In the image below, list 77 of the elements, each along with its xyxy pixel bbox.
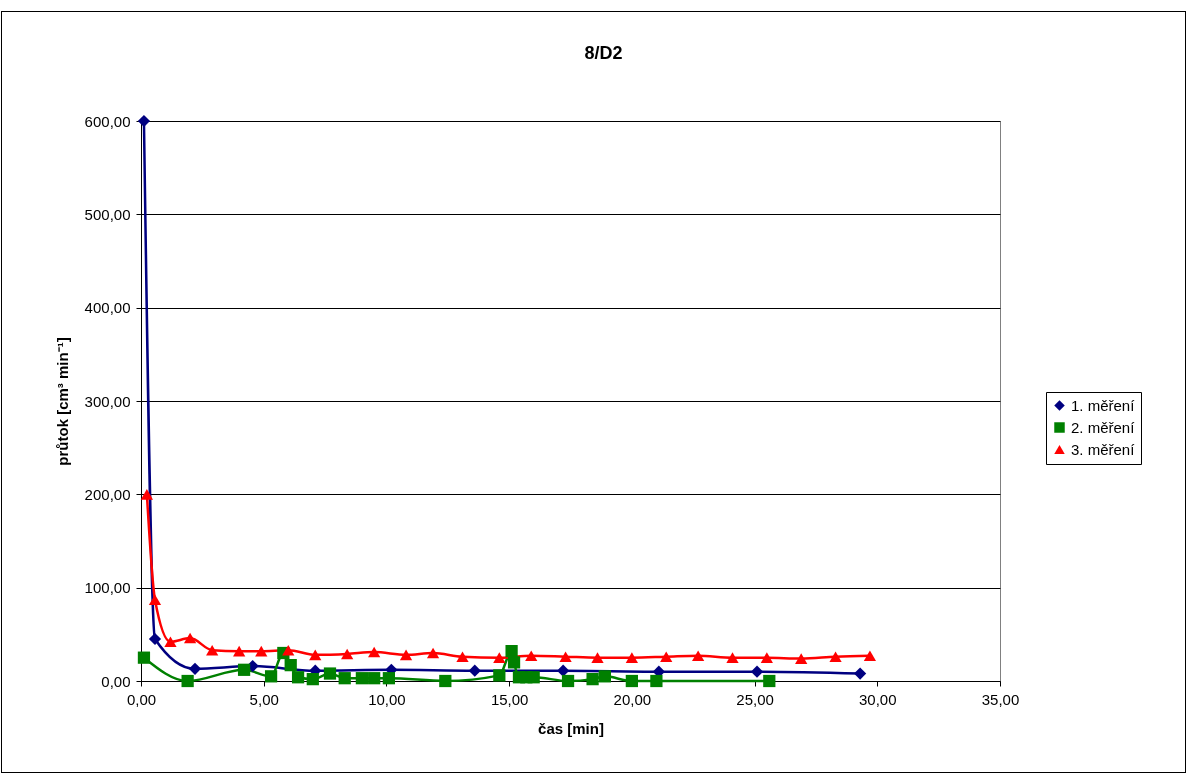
point	[338, 672, 351, 685]
point	[507, 656, 521, 669]
point	[368, 646, 381, 658]
point	[188, 662, 202, 675]
y-tick-label: 300,00	[84, 392, 131, 410]
point	[164, 636, 177, 648]
chart-title: 8/D2	[584, 43, 623, 63]
point	[439, 674, 452, 688]
x-tick-label: 15,00	[490, 690, 529, 708]
point	[456, 651, 469, 663]
point	[237, 663, 251, 676]
point	[795, 653, 808, 664]
x-tick-label: 10,00	[368, 690, 406, 708]
point	[527, 671, 540, 684]
point	[829, 651, 842, 663]
point	[368, 672, 381, 685]
point	[561, 674, 575, 688]
point	[468, 664, 481, 677]
point	[181, 674, 194, 688]
point	[559, 651, 572, 663]
point	[264, 670, 278, 683]
y-tick-label: 200,00	[84, 485, 131, 503]
point	[137, 651, 151, 664]
point	[206, 644, 219, 656]
y-tick-label: 400,00	[84, 299, 131, 317]
x-tick-label: 35,00	[981, 690, 1020, 708]
point	[493, 652, 506, 663]
point	[557, 664, 570, 677]
point	[183, 632, 197, 644]
y-tick-label: 0,00	[101, 672, 131, 690]
point	[291, 671, 305, 684]
point	[726, 652, 739, 663]
point	[355, 672, 369, 685]
point	[140, 489, 154, 500]
x-tick-label: 5,00	[249, 690, 279, 708]
point	[660, 651, 673, 663]
y-axis-title: průtok [cm³ min⁻¹]	[53, 337, 71, 466]
point	[863, 650, 877, 662]
point	[625, 652, 638, 663]
y-tick-label: 500,00	[84, 205, 131, 223]
point	[309, 649, 322, 661]
x-tick-label: 0,00	[126, 690, 157, 708]
point	[750, 665, 764, 678]
y-tick-label: 100,00	[84, 579, 131, 597]
point	[625, 674, 638, 688]
point	[323, 667, 337, 680]
legend-label: 3. měření	[1071, 440, 1136, 458]
point	[760, 652, 773, 663]
x-tick-label: 25,00	[736, 690, 774, 708]
x-axis-title: čas [min]	[538, 719, 604, 737]
point	[525, 650, 538, 662]
point	[853, 667, 867, 680]
point	[763, 674, 776, 688]
point	[148, 594, 162, 606]
point	[493, 669, 506, 682]
x-tick-label: 20,00	[613, 690, 652, 708]
legend-label: 1. měření	[1071, 396, 1136, 414]
point	[382, 672, 396, 685]
point	[505, 645, 518, 658]
point	[284, 659, 297, 672]
legend-label: 2. měření	[1071, 418, 1136, 436]
point	[282, 644, 295, 656]
point	[233, 645, 246, 657]
point	[426, 647, 440, 659]
point	[306, 673, 319, 686]
y-tick-label: 600,00	[84, 112, 131, 130]
point	[255, 645, 268, 657]
point	[137, 114, 151, 128]
point	[591, 652, 604, 663]
x-tick-label: 30,00	[859, 690, 897, 708]
point	[598, 670, 611, 683]
point	[341, 648, 354, 660]
point	[399, 649, 413, 661]
point	[692, 650, 705, 662]
point	[650, 674, 663, 688]
point	[586, 673, 599, 686]
point	[148, 632, 162, 646]
